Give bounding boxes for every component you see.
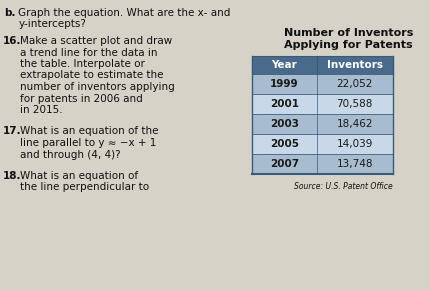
Text: y-intercepts?: y-intercepts?	[18, 19, 86, 29]
Bar	[252, 154, 392, 174]
Text: Applying for Patents: Applying for Patents	[284, 40, 412, 50]
Bar	[252, 56, 392, 74]
Text: b.: b.	[5, 8, 16, 18]
Text: Number of Inventors: Number of Inventors	[284, 28, 413, 38]
Text: 1999: 1999	[270, 79, 298, 89]
Text: 2001: 2001	[269, 99, 298, 109]
Text: Graph the equation. What are the x- and: Graph the equation. What are the x- and	[18, 8, 230, 18]
Text: 70,588: 70,588	[335, 99, 372, 109]
Text: Make a scatter plot and draw: Make a scatter plot and draw	[20, 36, 172, 46]
Text: extrapolate to estimate the: extrapolate to estimate the	[20, 70, 163, 81]
Text: What is an equation of: What is an equation of	[20, 171, 138, 181]
Text: line parallel to y ≈ −x + 1: line parallel to y ≈ −x + 1	[20, 138, 156, 148]
Text: 16.: 16.	[3, 36, 21, 46]
Text: 2007: 2007	[269, 159, 298, 169]
Text: a trend line for the data in: a trend line for the data in	[20, 48, 157, 57]
Text: 18,462: 18,462	[335, 119, 372, 129]
Text: 17.: 17.	[3, 126, 22, 137]
Text: Inventors: Inventors	[326, 60, 382, 70]
Text: What is an equation of the: What is an equation of the	[20, 126, 158, 137]
Text: 2003: 2003	[269, 119, 298, 129]
Text: number of inventors applying: number of inventors applying	[20, 82, 175, 92]
Text: Year: Year	[271, 60, 297, 70]
Bar	[252, 74, 392, 94]
Text: 22,052: 22,052	[335, 79, 372, 89]
Text: Source: U.S. Patent Office: Source: U.S. Patent Office	[293, 182, 392, 191]
Text: the line perpendicular to: the line perpendicular to	[20, 182, 149, 193]
Bar	[252, 94, 392, 114]
Text: and through (4, 4)?: and through (4, 4)?	[20, 150, 120, 160]
Text: the table. Interpolate or: the table. Interpolate or	[20, 59, 145, 69]
Text: for patents in 2006 and: for patents in 2006 and	[20, 93, 143, 104]
Text: in 2015.: in 2015.	[20, 105, 63, 115]
Text: 2005: 2005	[269, 139, 298, 149]
Text: 14,039: 14,039	[335, 139, 372, 149]
Text: 18.: 18.	[3, 171, 21, 181]
Text: 13,748: 13,748	[335, 159, 372, 169]
Bar	[252, 114, 392, 134]
Bar	[252, 134, 392, 154]
